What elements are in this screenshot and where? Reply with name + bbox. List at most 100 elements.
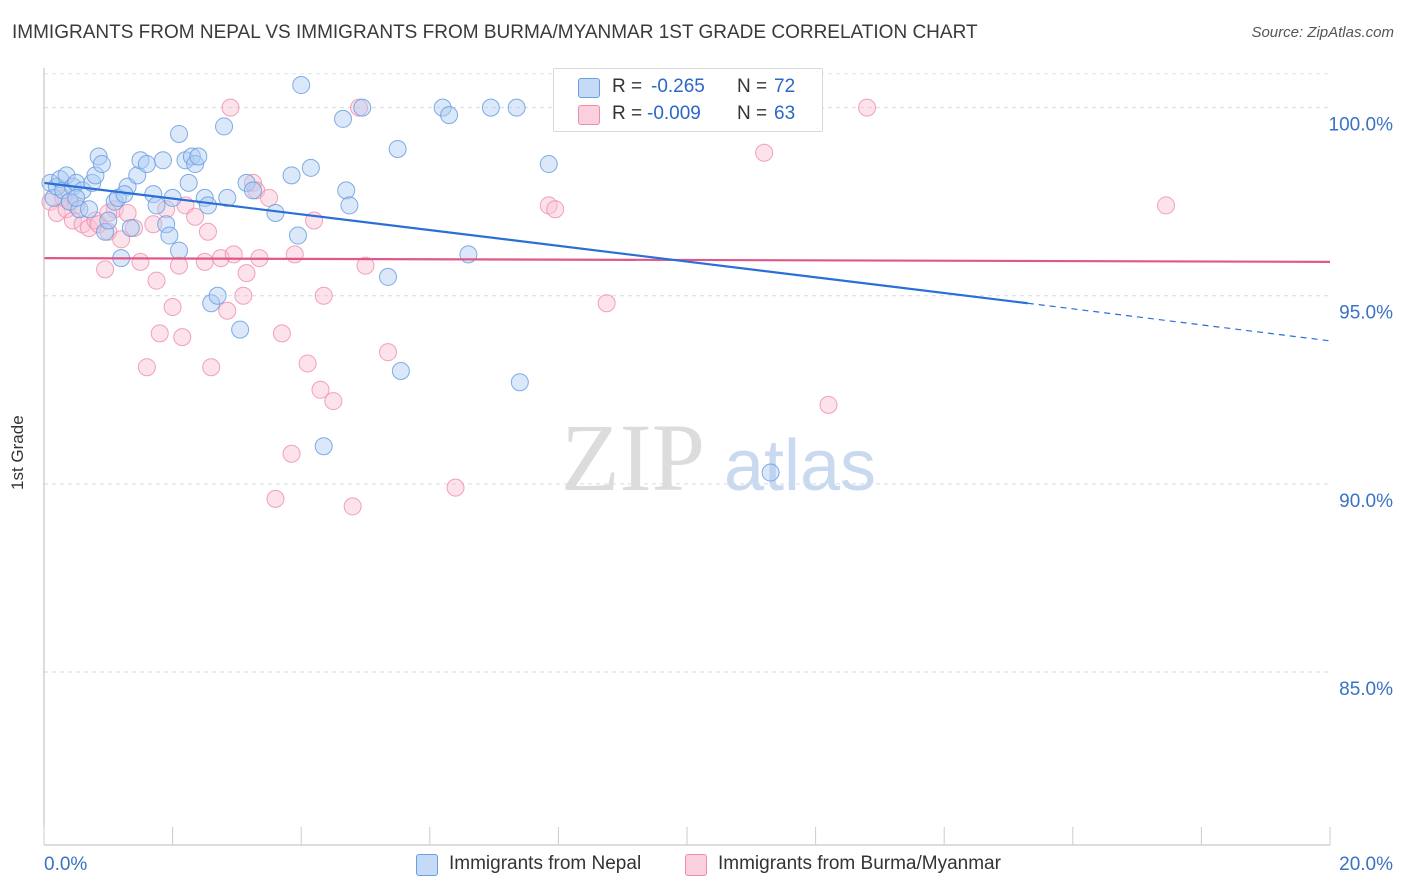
nepal-point (202, 294, 221, 313)
axes: 100.0% 95.0% 90.0% 85.0% 0.0% 20.0% (43, 68, 1393, 875)
burma-point (298, 354, 317, 373)
legend-swatch-burma (578, 105, 600, 125)
nepal-point (237, 173, 256, 192)
source-label: Source: ZipAtlas.com (1251, 24, 1394, 41)
burma-point (858, 98, 877, 117)
burma-point (237, 264, 256, 283)
legend-r-burma: -0.009 (647, 103, 701, 124)
burma-point (285, 245, 304, 264)
nepal-point (189, 147, 208, 166)
nepal-point (340, 196, 359, 215)
nepal-point (92, 155, 111, 174)
burma-point (144, 215, 163, 234)
nepal-point (379, 267, 398, 286)
burma-point (195, 252, 214, 271)
nepal-point (353, 98, 372, 117)
nepal-point (57, 166, 76, 185)
burma-point (282, 444, 301, 463)
legend-r-label: R = (612, 76, 643, 97)
burma-point (343, 497, 362, 516)
nepal-point (539, 155, 558, 174)
burma-point (224, 245, 243, 264)
burma-point (819, 395, 838, 414)
burma-point (314, 286, 333, 305)
burma-point (266, 489, 285, 508)
nepal-point (80, 200, 99, 219)
burma-point (186, 207, 205, 226)
grid-lines (44, 73, 1330, 673)
burma-point (1157, 196, 1176, 215)
burma-point (198, 222, 217, 241)
bottom-legend-label-nepal: Immigrants from Nepal (449, 853, 642, 874)
burma-point (546, 200, 565, 219)
nepal-point (761, 463, 780, 482)
burma-trend-line (43, 257, 1331, 263)
chart-title: IMMIGRANTS FROM NEPAL VS IMMIGRANTS FROM… (12, 22, 978, 43)
nepal-trend-extension (1027, 302, 1331, 342)
trend-lines (43, 181, 1331, 342)
burma-point (755, 143, 774, 162)
nepal-trend-line (43, 181, 1028, 305)
burma-point (150, 324, 169, 343)
legend-n-label: N = (737, 103, 768, 124)
nepal-point (160, 226, 179, 245)
burma-points (41, 98, 1176, 516)
nepal-point (147, 196, 166, 215)
burma-point (163, 298, 182, 317)
burma-point (147, 271, 166, 290)
nepal-point (179, 173, 198, 192)
burma-point (260, 188, 279, 207)
watermark-atlas: atlas (724, 426, 876, 506)
burma-point (221, 98, 240, 117)
burma-point (234, 286, 253, 305)
legend-n-label: N = (737, 76, 768, 97)
legend-r-label: R = (612, 103, 643, 124)
nepal-point (215, 117, 234, 136)
burma-point (47, 203, 66, 222)
nepal-point (507, 98, 526, 117)
nepal-point (86, 166, 105, 185)
nepal-point (170, 241, 189, 260)
nepal-point (208, 286, 227, 305)
legend-n-burma: 63 (774, 103, 796, 124)
nepal-point (333, 109, 352, 128)
nepal-point (157, 215, 176, 234)
legend-r-nepal: -0.265 (651, 76, 705, 97)
bottom-legend-label-burma: Immigrants from Burma/Myanmar (718, 853, 1001, 874)
burma-point (202, 358, 221, 377)
legend-n-nepal: 72 (774, 76, 796, 97)
stats-legend: R = -0.265 N = 72 R = -0.009 N = 63 (553, 68, 823, 132)
nepal-point (292, 76, 311, 95)
nepal-point (314, 437, 333, 456)
burma-point (157, 200, 176, 219)
nepal-point (70, 200, 89, 219)
nepal-point (301, 158, 320, 177)
nepal-point (388, 140, 407, 159)
nepal-point (198, 196, 217, 215)
watermark: ZIP atlas (561, 404, 876, 511)
nepal-point (440, 106, 459, 125)
nepal-point (170, 124, 189, 143)
burma-point (118, 203, 137, 222)
y-axis-label: 1st Grade (8, 415, 27, 490)
nepal-point (67, 188, 86, 207)
y-tick-label: 95.0% (1339, 303, 1393, 324)
nepal-point (218, 188, 237, 207)
burma-point (173, 328, 192, 347)
nepal-point (153, 151, 172, 170)
nepal-point (243, 181, 262, 200)
legend-swatch-nepal (578, 78, 600, 98)
nepal-point (96, 222, 115, 241)
burma-point (379, 343, 398, 362)
bottom-legend-swatch-burma (685, 854, 707, 876)
nepal-point (231, 320, 250, 339)
burma-point (356, 256, 375, 275)
burma-point (96, 260, 115, 279)
burma-point (218, 301, 237, 320)
burma-point (597, 294, 616, 313)
bottom-legend-swatch-nepal (416, 854, 438, 876)
nepal-point (481, 98, 500, 117)
nepal-point (510, 373, 529, 392)
nepal-point (337, 181, 356, 200)
burma-point (99, 203, 118, 222)
